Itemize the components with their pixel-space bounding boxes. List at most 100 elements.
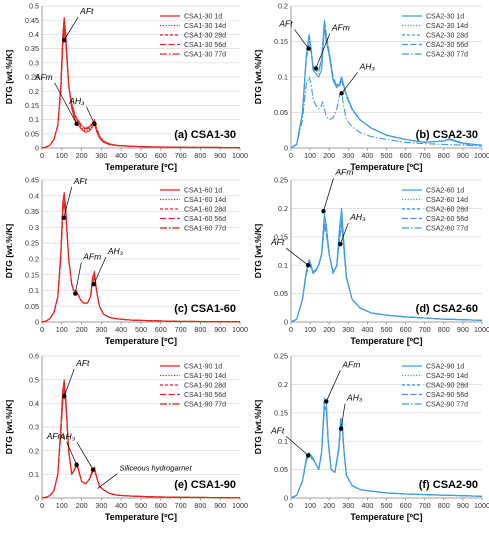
- x-tick-label: 600: [400, 325, 412, 334]
- annotation-label: AFm: [34, 72, 53, 82]
- x-tick-label: 600: [155, 325, 167, 334]
- x-tick-label: 800: [194, 501, 206, 510]
- y-tick-label: 0: [284, 144, 288, 153]
- annotation-leader: [66, 441, 77, 466]
- annotation-leader: [341, 72, 358, 94]
- panel-label-text: (a) CSA1-30: [174, 129, 236, 141]
- annotation-label: AFm: [82, 252, 101, 262]
- panel-label-text: (c) CSA1-60: [174, 303, 236, 315]
- annotation-marker: [305, 263, 311, 268]
- y-tick-label: 0.25: [274, 352, 288, 361]
- x-tick-label: 300: [95, 151, 107, 160]
- x-tick-label: 700: [175, 151, 187, 160]
- annotation-label: AFt: [73, 176, 88, 186]
- annotation-leader: [86, 106, 95, 125]
- x-tick-label: 500: [135, 325, 147, 334]
- chart-panel-csa2-90: 0 0.05 0.1 0.15 0.2 0.25 0 100 200 300 400 500 600 70…: [253, 352, 489, 522]
- x-tick-label: 200: [76, 325, 88, 334]
- y-tick-label: 0.25: [274, 176, 288, 185]
- legend-entry: CSA1-30 56d: [184, 42, 226, 49]
- y-tick-label: 0.2: [29, 87, 39, 96]
- annotation-label: Siliceous hydrogarnet: [119, 464, 192, 473]
- annotation-marker: [61, 37, 67, 43]
- legend-entry: CSA1-90 28d: [184, 383, 226, 390]
- annotation-marker: [305, 453, 311, 458]
- legend-entry: CSA2-90 56d: [426, 392, 468, 399]
- annotation-marker: [90, 467, 96, 472]
- legend-entry: CSA2-30 77d: [426, 52, 468, 59]
- y-tick-label: 0.1: [29, 286, 39, 295]
- x-tick-label: 700: [419, 151, 431, 160]
- x-tick-label: 400: [361, 151, 373, 160]
- y-tick-label: 0: [35, 144, 39, 153]
- annotation-marker: [324, 399, 329, 404]
- y-axis-label: DTG [wt.%/K]: [253, 224, 263, 279]
- legend-entry: CSA1-60 56d: [184, 216, 226, 223]
- x-tick-label: 400: [361, 325, 373, 334]
- x-tick-label: 800: [194, 151, 206, 160]
- annotation-leader: [63, 369, 75, 397]
- y-tick-label: 0.35: [25, 44, 39, 53]
- legend-entry: CSA1-60 14d: [184, 197, 226, 204]
- legend-entry: CSA2-60 56d: [426, 216, 468, 223]
- y-tick-label: 0.1: [278, 261, 288, 270]
- x-tick-label: 400: [115, 501, 127, 510]
- y-tick-label: 0.25: [25, 239, 39, 248]
- y-axis-label: DTG [wt.%/K]: [4, 224, 14, 279]
- annotation-label: AFt: [75, 358, 90, 368]
- annotation-marker: [339, 91, 344, 96]
- y-tick-label: 0.3: [29, 223, 39, 232]
- y-tick-label: 0.35: [25, 207, 39, 216]
- y-tick-label: 0.3: [29, 58, 39, 67]
- y-tick-label: 0.25: [25, 73, 39, 82]
- chart-panel-csa1-90: 0 0.1 0.2 0.3 0.4 0.5 0.6 0 100 200 300 400 500 600 70…: [4, 352, 248, 522]
- y-tick-label: 0.2: [278, 380, 288, 389]
- series-line: [290, 76, 483, 149]
- x-tick-label: 700: [175, 325, 187, 334]
- x-tick-label: 900: [457, 325, 469, 334]
- annotation-leader: [323, 178, 334, 212]
- x-tick-label: 400: [115, 325, 127, 334]
- panel-label: (a) CSA1-30: [174, 129, 236, 141]
- x-axis-label: Temperature [ºC]: [105, 162, 177, 172]
- annotation-label: AH₃: [349, 212, 366, 222]
- annotation-leader: [315, 33, 331, 69]
- legend-entry: CSA2-90 1d: [426, 364, 464, 371]
- y-tick-label: 0.05: [25, 302, 39, 311]
- series-line: [41, 204, 241, 323]
- panel-label: (d) CSA2-60: [416, 303, 478, 315]
- annotation-marker: [313, 66, 319, 71]
- x-axis-label: Temperature [ºC]: [105, 512, 177, 522]
- annotation-leader: [340, 403, 346, 429]
- annotation-label: AH₃: [59, 432, 76, 442]
- x-tick-label: 800: [438, 151, 450, 160]
- annotation-label: AFm: [331, 22, 350, 32]
- x-tick-label: 0: [289, 151, 293, 160]
- annotation-leader: [93, 256, 107, 285]
- x-tick-label: 0: [40, 151, 44, 160]
- x-tick-label: 300: [342, 501, 354, 510]
- x-tick-label: 900: [457, 501, 469, 510]
- y-tick-label: 0.15: [25, 270, 39, 279]
- x-tick-label: 200: [323, 325, 335, 334]
- legend-entry: CSA2-30 28d: [426, 33, 468, 40]
- x-axis-label: Temperature [ºC]: [350, 336, 422, 346]
- annotation-leader: [54, 82, 77, 125]
- x-tick-label: 600: [155, 151, 167, 160]
- y-tick-label: 0.1: [29, 115, 39, 124]
- series-line: [41, 31, 241, 149]
- x-tick-label: 1000: [474, 501, 489, 510]
- y-tick-label: 0: [284, 494, 288, 503]
- panel-label: (b) CSA2-30: [416, 129, 478, 141]
- x-tick-label: 1000: [232, 325, 248, 334]
- x-tick-label: 400: [361, 501, 373, 510]
- series-line: [290, 407, 483, 499]
- annotation-marker: [321, 209, 326, 214]
- y-tick-label: 0.4: [29, 191, 39, 200]
- annotation-marker: [338, 241, 343, 247]
- legend-entry: CSA1-90 77d: [184, 402, 226, 409]
- x-tick-label: 1000: [232, 501, 248, 510]
- legend-entry: CSA1-90 14d: [184, 373, 226, 380]
- series-line: [41, 390, 241, 499]
